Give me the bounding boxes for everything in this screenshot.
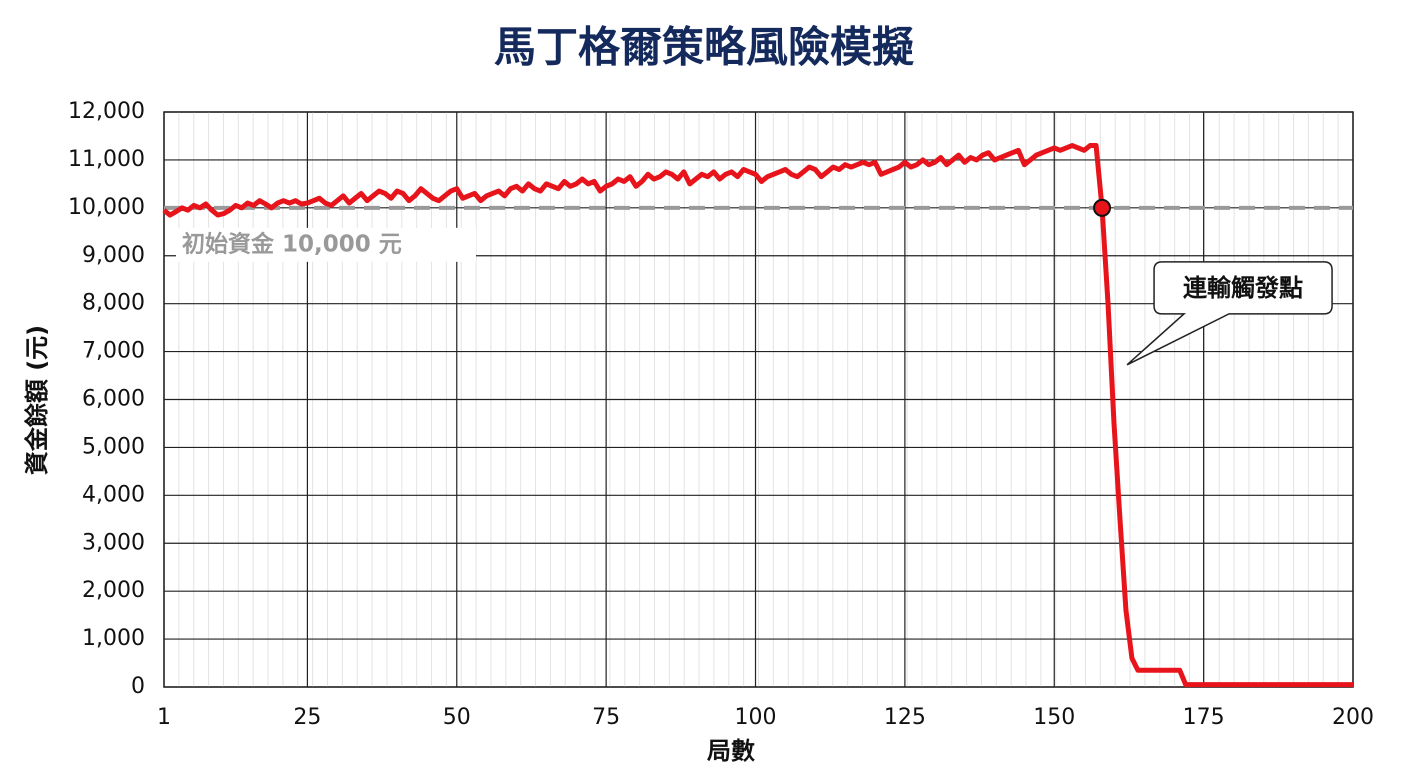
y-tick-label: 1,000	[82, 626, 145, 651]
reference-label: 初始資金 10,000 元	[182, 230, 402, 257]
trigger-marker	[1093, 198, 1112, 217]
x-tick-label: 175	[1183, 705, 1225, 730]
x-tick-label: 1	[157, 705, 171, 730]
y-axis-label: 資金餘額 (元)	[23, 325, 51, 475]
reference-label-bg	[176, 227, 476, 262]
x-tick-label: 150	[1033, 705, 1075, 730]
y-tick-label: 11,000	[68, 147, 145, 172]
y-tick-label: 5,000	[82, 434, 145, 459]
x-tick-label: 200	[1332, 705, 1374, 730]
x-axis-label: 局數	[707, 737, 755, 765]
y-tick-label: 12,000	[68, 99, 145, 124]
x-tick-label: 125	[884, 705, 926, 730]
callout-box	[1126, 261, 1333, 366]
chart-title: 馬丁格爾策略風險模擬	[494, 23, 914, 72]
x-tick-label: 75	[592, 705, 620, 730]
y-tick-label: 10,000	[68, 195, 145, 220]
y-tick-label: 6,000	[82, 387, 145, 412]
y-tick-label: 9,000	[82, 243, 145, 268]
x-tick-label: 25	[293, 705, 321, 730]
x-tick-label: 100	[735, 705, 777, 730]
x-tick-label: 50	[443, 705, 471, 730]
data-line	[162, 143, 1353, 688]
y-tick-label: 8,000	[82, 291, 145, 316]
y-tick-label: 3,000	[82, 530, 145, 555]
y-tick-label: 2,000	[82, 578, 145, 603]
y-tick-label: 4,000	[82, 482, 145, 507]
callout-text: 連輸觸發點	[1183, 274, 1303, 302]
y-tick-label: 7,000	[82, 339, 145, 364]
y-tick-label: 0	[131, 674, 145, 699]
